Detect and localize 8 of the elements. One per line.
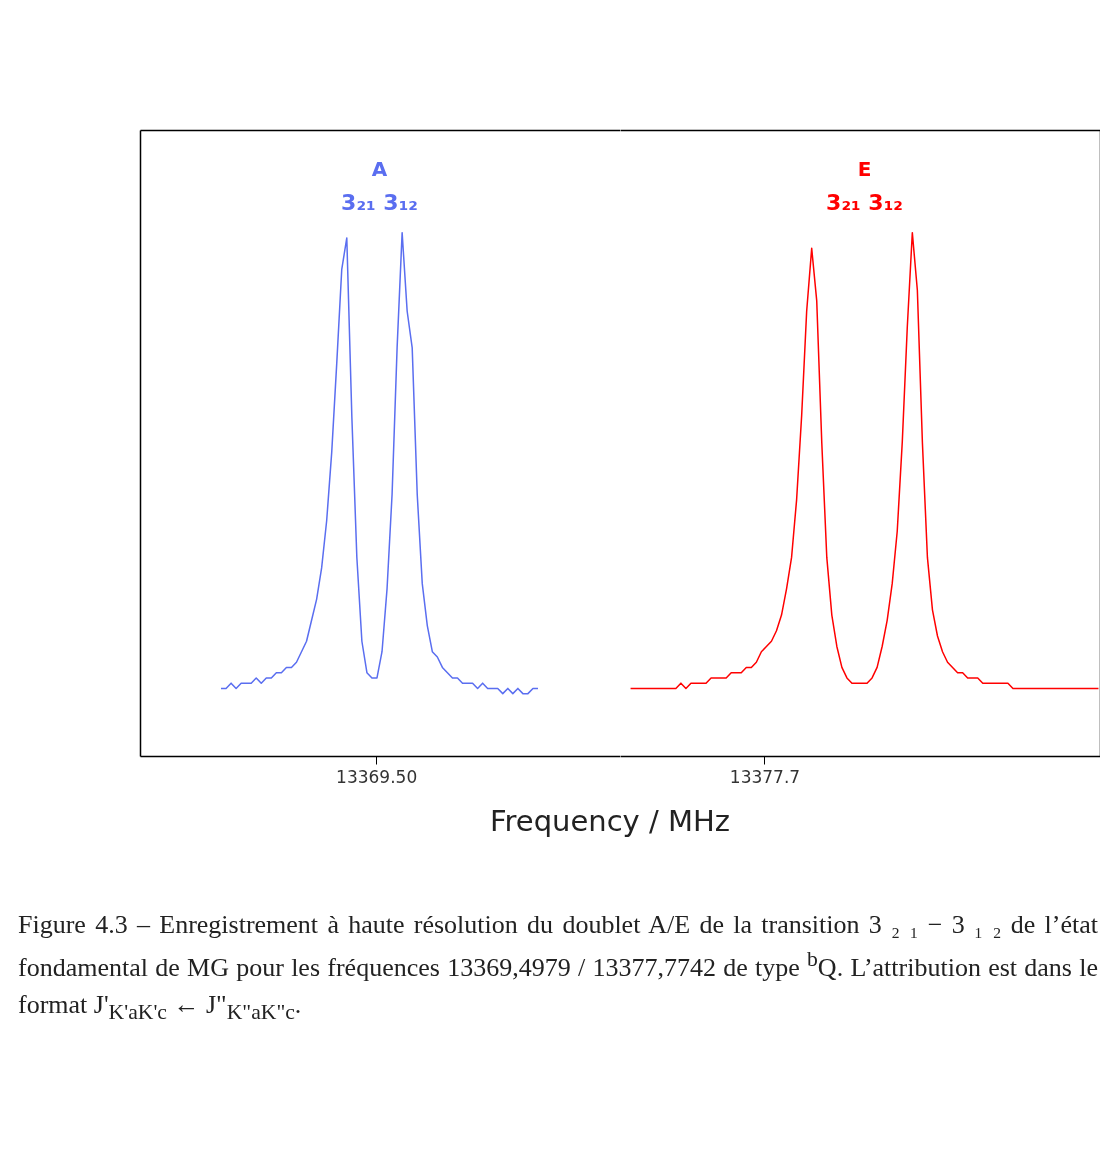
text: 3₂₁ 3₁₂: [826, 189, 903, 215]
text: Figure 4.3 – Enregistrement à haute résolution du doublet A/E de la transition 3 ₂ ₁ − 3 ₁ ₂ de l’état fondamental de MG pour les fréquences 13369,4979 / 13377,7742 de type $^{b}$Q. L’attribution est dans le format J'$_{K'aK'c}$ ← J"$_{K"aK"c}$.: [18, 910, 1098, 1025]
text: 13377.7: [729, 766, 801, 787]
text: 3₂₁ 3₁₂: [341, 189, 418, 215]
text: 13369.50: [336, 766, 418, 787]
text: E: [857, 156, 872, 181]
text: A: [371, 156, 388, 181]
x-axis-title: Frequency / MHz: [489, 803, 731, 840]
